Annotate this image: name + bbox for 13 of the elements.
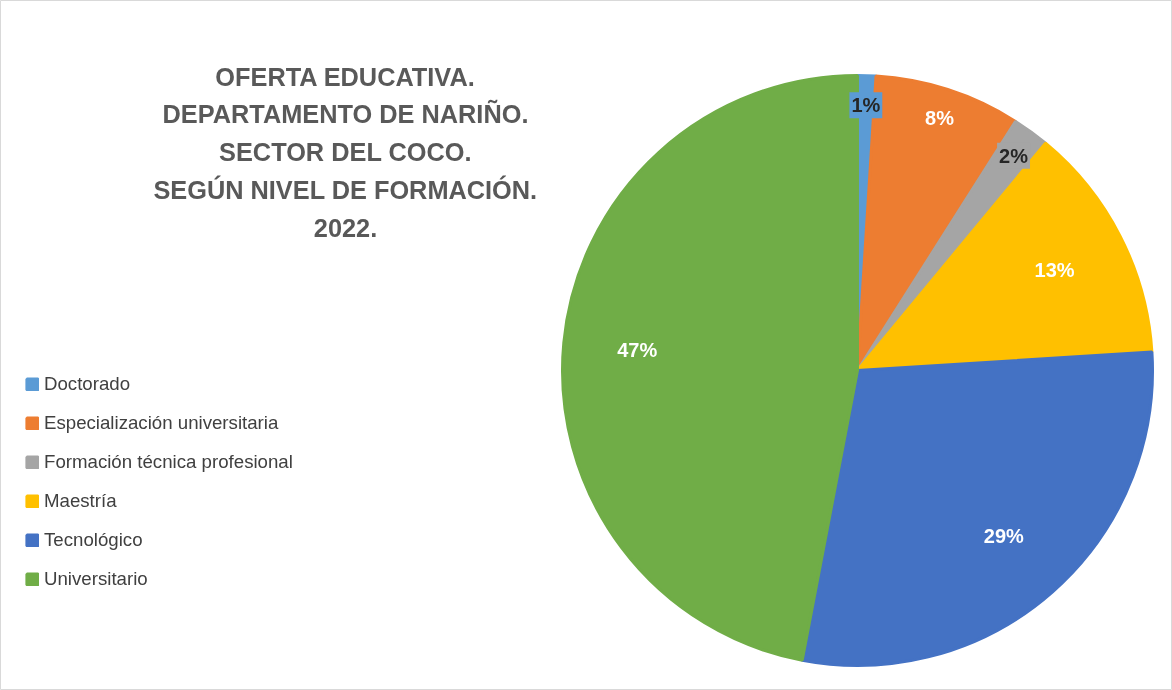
legend-label: Doctorado xyxy=(44,373,131,395)
legend-label: Tecnológico xyxy=(44,529,143,551)
text: OFERTA EDUCATIVA. DEPARTAMENTO DE NARIÑO. SECTOR DEL COCO. SEGÚN NIVEL DE FORMACIÓN. 2022. xyxy=(153,62,538,242)
data-label: 8% xyxy=(925,106,955,129)
legend-label: Formación técnica profesional xyxy=(44,451,293,473)
legend-label: Especialización universitaria xyxy=(44,412,279,434)
legend-label: Maestría xyxy=(44,490,117,512)
data-label: 13% xyxy=(1034,259,1075,282)
data-label: 47% xyxy=(617,338,658,361)
data-label: 1% xyxy=(851,94,881,117)
data-label: 29% xyxy=(983,525,1025,548)
legend-label: Universitario xyxy=(44,568,148,590)
data-label: 2% xyxy=(999,144,1029,167)
